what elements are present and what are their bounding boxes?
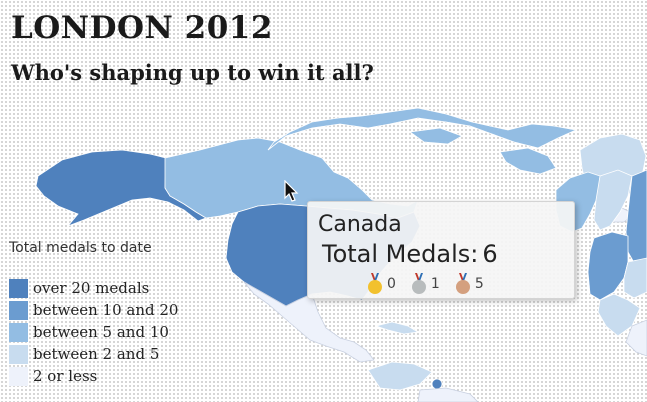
legend-item: between 2 and 5 <box>9 343 209 365</box>
gold-medal-count: 0 <box>387 276 396 292</box>
country-tooltip: Canada Total Medals: 6 0 1 <box>307 201 575 299</box>
silver-medal-icon <box>411 273 426 294</box>
legend-swatch <box>9 300 28 320</box>
legend-item: over 20 medals <box>9 277 209 299</box>
map-country-jamaica[interactable] <box>431 378 443 390</box>
mouse-pointer-icon <box>284 180 299 202</box>
tooltip-total-medals: Total Medals: 6 <box>318 240 498 268</box>
page-title: LONDON 2012 <box>11 10 273 46</box>
legend-label: between 2 and 5 <box>33 345 160 363</box>
legend-label: between 5 and 10 <box>33 323 169 341</box>
legend-item: between 10 and 20 <box>9 299 209 321</box>
map-canada-island-north[interactable] <box>408 127 463 145</box>
legend-label: over 20 medals <box>33 279 150 297</box>
tooltip-medal-breakdown: 0 1 5 <box>366 273 498 295</box>
legend-swatch <box>9 322 28 342</box>
bronze-medal: 5 <box>454 273 484 295</box>
map-country-cuba[interactable] <box>374 321 420 335</box>
legend-swatch <box>9 344 28 364</box>
tooltip-total-value: 6 <box>482 240 498 268</box>
map-country-usa-alaska[interactable] <box>35 149 207 227</box>
legend-item: between 5 and 10 <box>9 321 209 343</box>
map-canada-arctic-islands[interactable] <box>267 107 578 151</box>
tooltip-country-name: Canada <box>318 212 402 237</box>
tooltip-total-label: Total Medals: <box>322 240 479 268</box>
map-country-sweden[interactable] <box>593 169 633 231</box>
gold-medal-icon <box>368 273 382 294</box>
map-country-turkey[interactable] <box>625 319 647 357</box>
legend-swatch <box>9 366 28 386</box>
legend-item: 2 or less <box>9 365 209 387</box>
legend-title: Total medals to date <box>9 240 152 256</box>
gold-medal: 0 <box>366 273 396 295</box>
map-caribbean-islands[interactable] <box>367 361 433 391</box>
medal-legend: Total medals to date over 20 medals betw… <box>9 240 209 387</box>
map-country-russia[interactable] <box>625 169 647 273</box>
map-country-germany[interactable] <box>587 231 629 301</box>
legend-swatch <box>9 278 28 298</box>
page-subtitle: Who's shaping up to win it all? <box>11 60 374 85</box>
legend-label: between 10 and 20 <box>33 301 179 319</box>
silver-medal-count: 1 <box>430 276 440 292</box>
bronze-medal-count: 5 <box>474 276 484 292</box>
map-country-colombia[interactable] <box>417 387 479 402</box>
silver-medal: 1 <box>410 273 440 295</box>
map-canada-island-east[interactable] <box>499 147 557 175</box>
map-country-mexico[interactable] <box>243 281 375 363</box>
legend-label: 2 or less <box>33 367 98 385</box>
bronze-medal-icon <box>455 273 470 294</box>
map-country-ukraine[interactable] <box>623 257 647 299</box>
